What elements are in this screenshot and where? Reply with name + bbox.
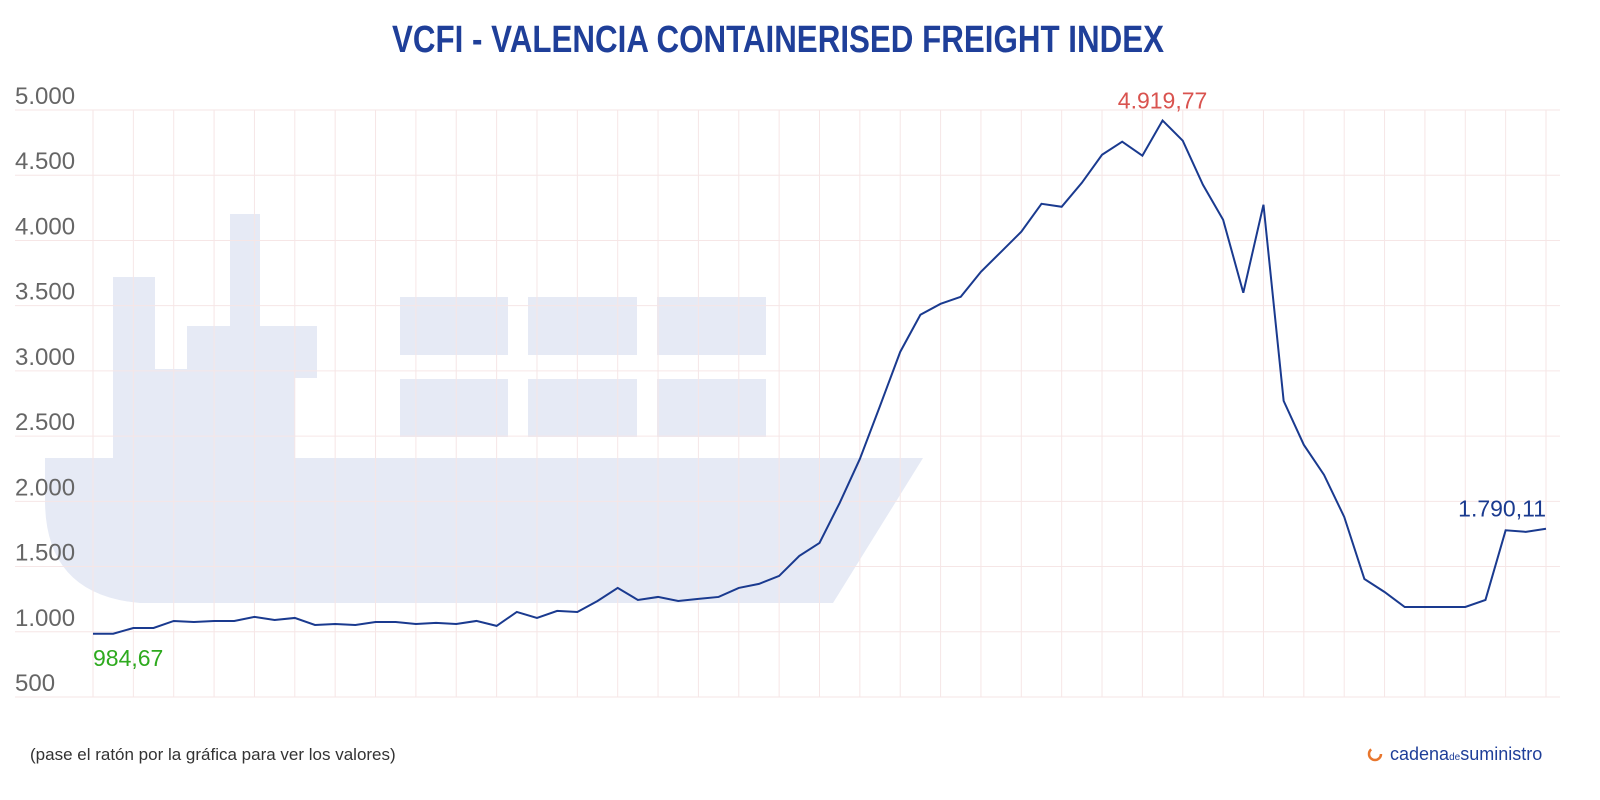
y-tick-label: 3.000 bbox=[15, 344, 75, 371]
hint-note: (pase el ratón por la gráfica para ver l… bbox=[30, 745, 396, 764]
y-tick-label: 1.000 bbox=[15, 605, 75, 632]
chart-title: VCFI - VALENCIA CONTAINERISED FREIGHT IN… bbox=[392, 19, 1165, 61]
brand-name: cadenadesuministro bbox=[1390, 744, 1542, 764]
value-label: 1.790,11 bbox=[1458, 496, 1546, 522]
ship-illustration bbox=[45, 214, 923, 603]
y-tick-label: 4.500 bbox=[15, 148, 75, 175]
y-tick-label: 2.000 bbox=[15, 474, 75, 501]
y-tick-label: 500 bbox=[15, 670, 55, 697]
data-line bbox=[92, 118, 1547, 635]
y-tick-label: 4.000 bbox=[15, 213, 75, 240]
value-label: 4.919,77 bbox=[1118, 87, 1208, 113]
brand-logo: cadenadesuministro bbox=[1367, 744, 1542, 764]
brand-part: cadena bbox=[1390, 744, 1450, 764]
y-tick-label: 2.500 bbox=[15, 409, 75, 436]
brand-part: suministro bbox=[1460, 744, 1542, 764]
y-tick-label: 5.000 bbox=[15, 83, 75, 110]
brand-part: de bbox=[1449, 752, 1461, 763]
brand-icon bbox=[1367, 746, 1383, 762]
y-tick-label: 1.500 bbox=[15, 540, 75, 567]
value-label: 984,67 bbox=[93, 645, 163, 671]
y-tick-label: 3.500 bbox=[15, 279, 75, 306]
